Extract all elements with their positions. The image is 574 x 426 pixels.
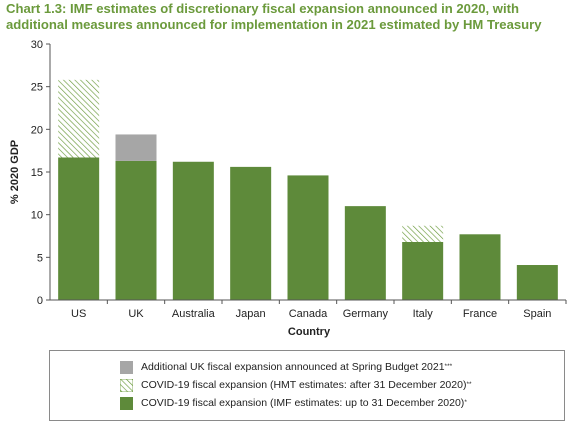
x-tick-label: Spain	[523, 308, 551, 320]
bar-imf-estimate	[172, 161, 214, 300]
bar-imf-estimate	[516, 265, 558, 300]
legend-swatch-grey	[120, 360, 133, 374]
bar-hmt-estimate	[402, 225, 444, 242]
legend-item-spring-budget: Additional UK fiscal expansion announced…	[120, 360, 452, 374]
y-tick-label: 5	[37, 252, 43, 264]
bar-imf-estimate	[115, 160, 157, 300]
legend-item-hmt-estimates: COVID-19 fiscal expansion (HMT estimates…	[120, 378, 472, 392]
bar-hmt-estimate	[58, 79, 100, 158]
x-axis-title: Country	[288, 326, 331, 338]
x-tick-label: UK	[128, 308, 144, 320]
bar-chart: 0 5 10 15 20 25 30 US UK Australia Japan Canada Germ…	[9, 39, 567, 338]
bar-imf-estimate	[344, 206, 386, 300]
legend-swatch-green	[120, 396, 133, 410]
y-tick-label: 20	[31, 124, 43, 136]
bar-imf-estimate	[230, 166, 272, 300]
chart-title-line-1: Chart 1.3: IMF estimates of discretionar…	[6, 1, 519, 16]
bar-imf-estimate	[58, 157, 100, 300]
chart-title-line-2: additional measures announced for implem…	[6, 17, 542, 32]
y-tick-label: 0	[37, 295, 43, 307]
bar-imf-estimate	[402, 241, 444, 300]
y-tick-label: 25	[31, 82, 43, 94]
x-tick-label: Germany	[343, 308, 389, 320]
bar-spring-budget	[115, 134, 157, 161]
y-tick-label: 15	[31, 167, 43, 179]
legend-swatch-hatched	[120, 378, 133, 392]
y-tick-label: 10	[31, 210, 43, 222]
x-tick-label: Australia	[172, 308, 216, 320]
chart-title: Chart 1.3: IMF estimates of discretionar…	[6, 1, 572, 33]
legend-label: Additional UK fiscal expansion announced…	[141, 361, 445, 373]
bar-imf-estimate	[287, 175, 329, 300]
plot-area: 0 5 10 15 20 25 30 US UK Australia Japan Canada Germ…	[31, 39, 567, 320]
x-tick-label: Japan	[236, 308, 266, 320]
x-tick-label: Canada	[289, 308, 328, 320]
y-tick-label: 30	[31, 39, 43, 51]
x-tick-label: France	[463, 308, 497, 320]
legend-label: COVID-19 fiscal expansion (HMT estimates…	[141, 379, 467, 391]
legend: Additional UK fiscal expansion announced…	[49, 350, 565, 421]
legend-label: COVID-19 fiscal expansion (IMF estimates…	[141, 397, 465, 409]
x-tick-label: Italy	[413, 308, 434, 320]
bar-imf-estimate	[459, 234, 501, 300]
legend-item-imf-estimates: COVID-19 fiscal expansion (IMF estimates…	[120, 396, 467, 410]
x-tick-label: US	[71, 308, 86, 320]
y-axis-title: % 2020 GDP	[9, 140, 21, 204]
